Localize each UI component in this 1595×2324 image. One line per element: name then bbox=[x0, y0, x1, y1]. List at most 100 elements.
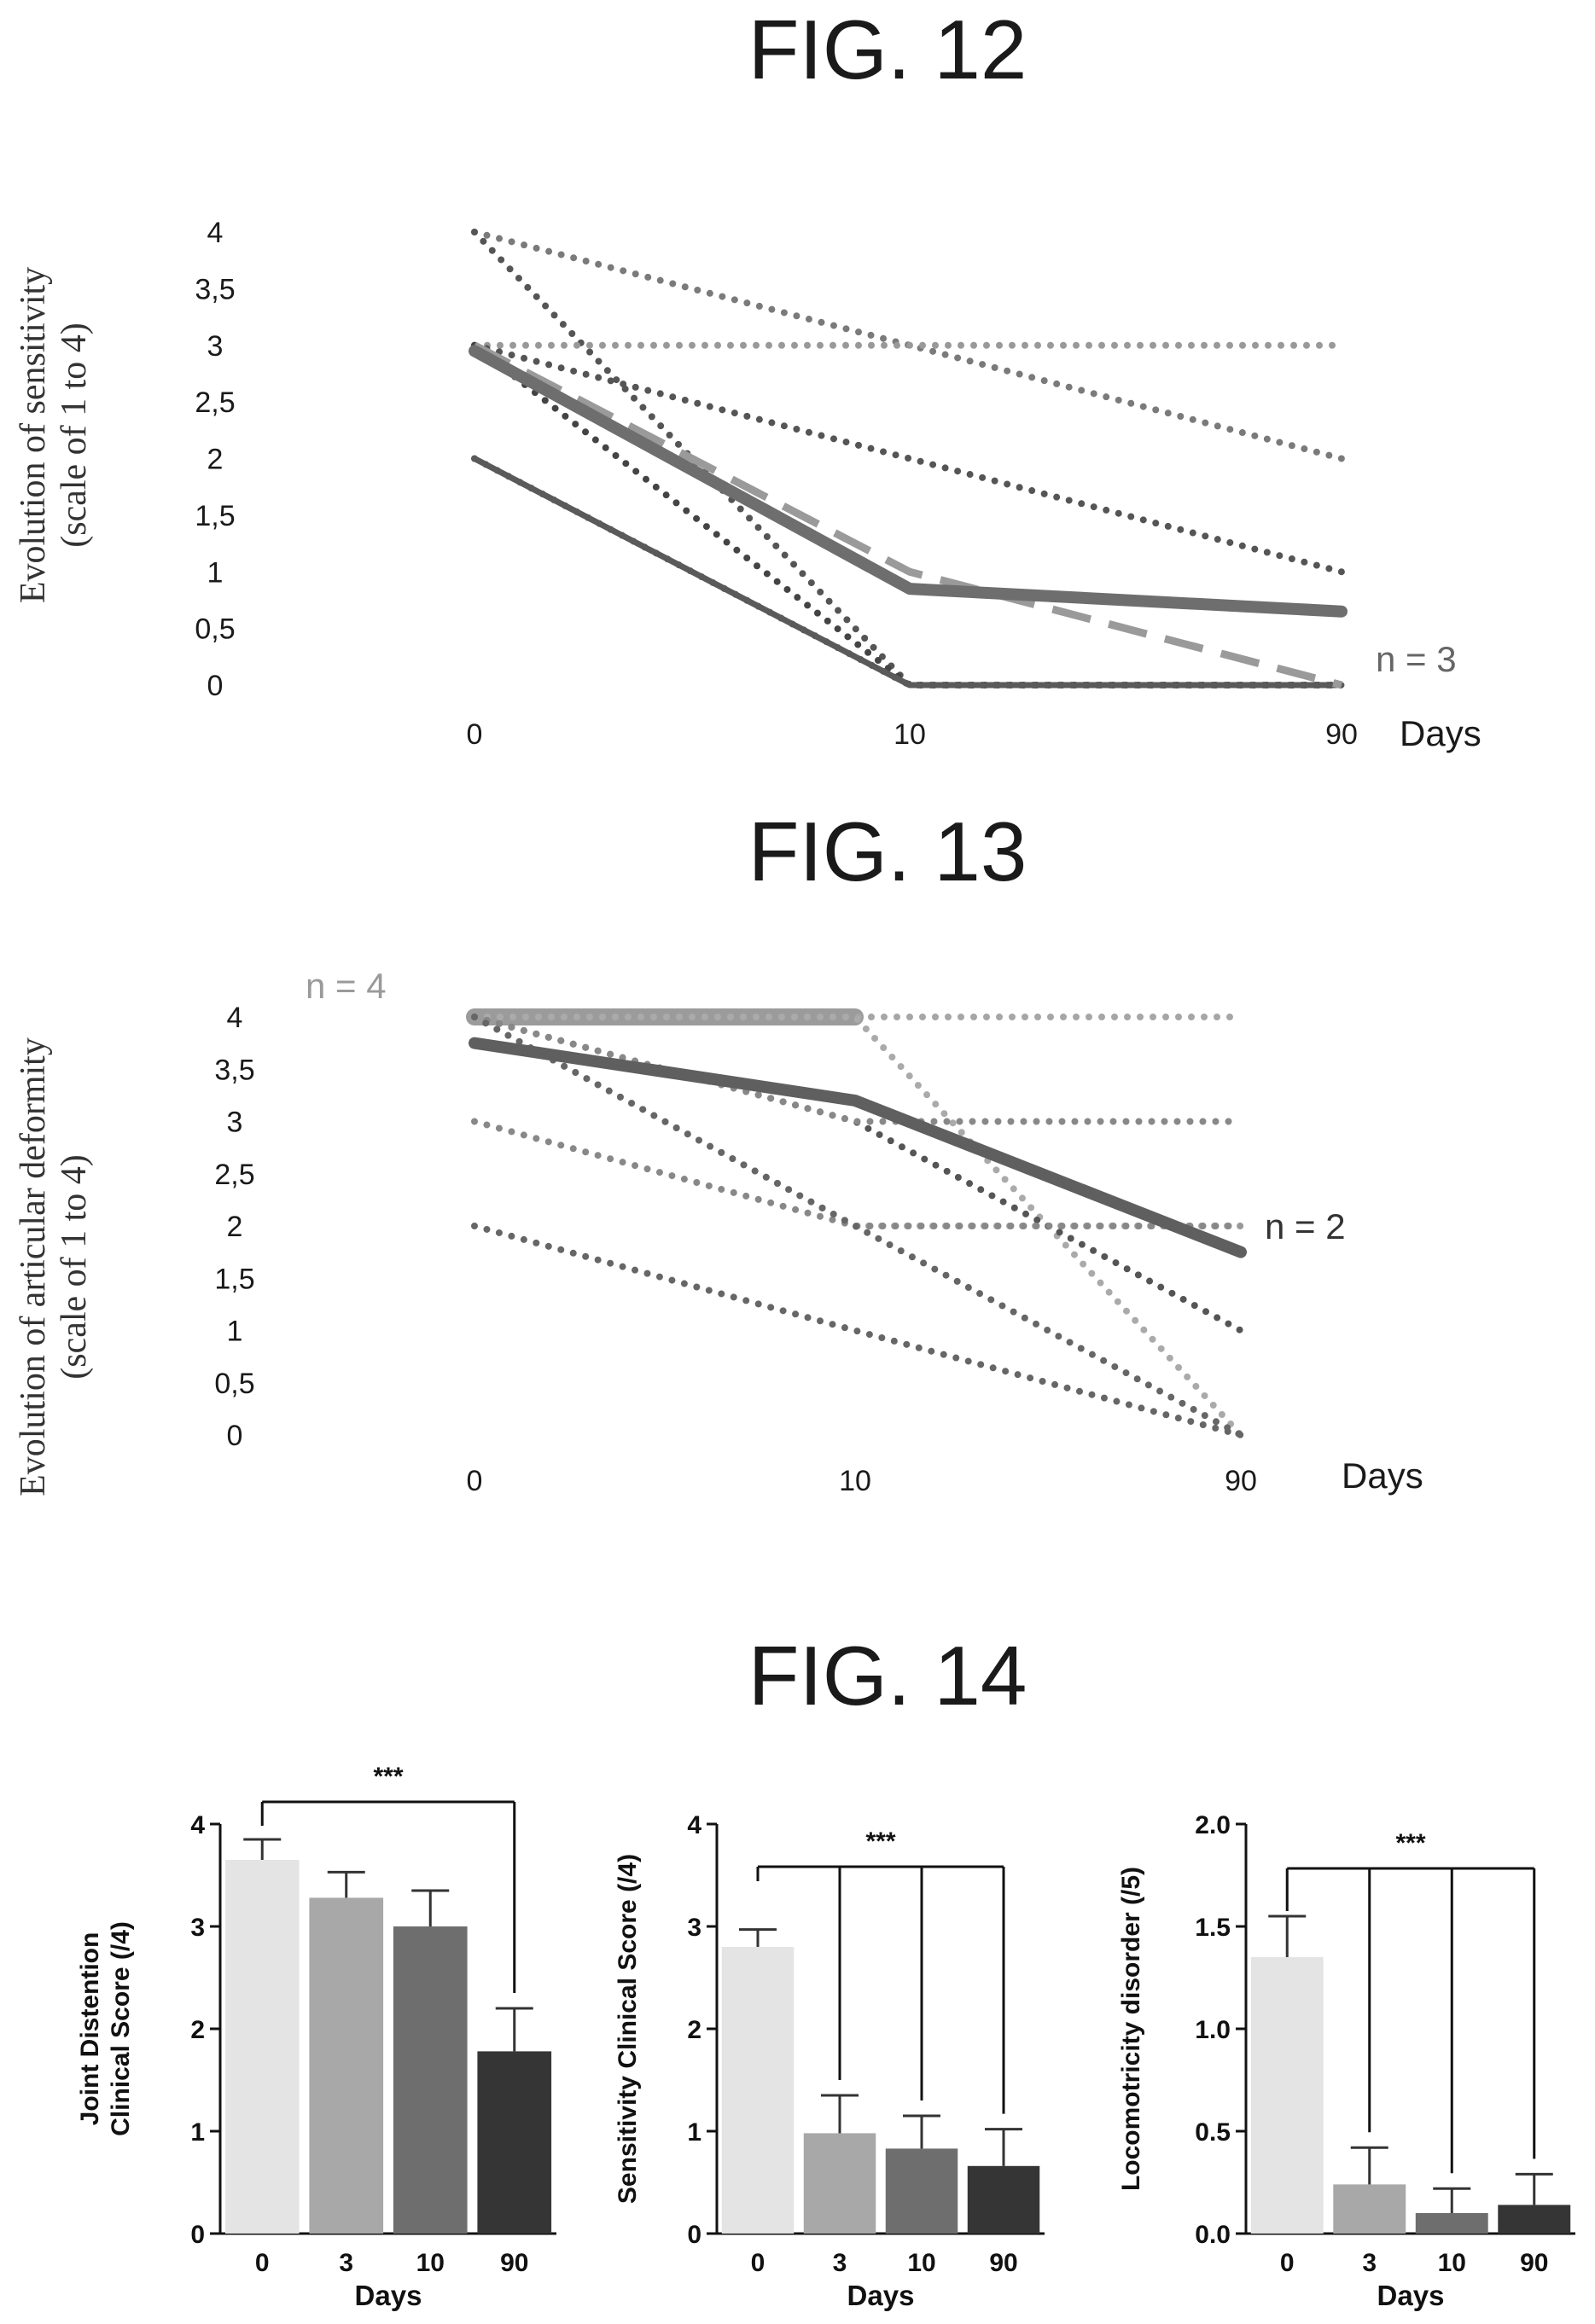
annotation-label: n = 2 bbox=[1265, 1206, 1346, 1246]
y-axis-label: (scale of 1 to 4) bbox=[55, 322, 94, 548]
x-tick-label: 90 bbox=[1520, 2249, 1548, 2277]
y-tick-label: 0,5 bbox=[214, 1368, 254, 1400]
x-tick-label: 90 bbox=[989, 2249, 1017, 2277]
y-tick-label: 0 bbox=[190, 2221, 205, 2249]
y-axis-label: Clinical Score (/4) bbox=[107, 1921, 135, 2136]
y-tick-label: 4 bbox=[190, 1811, 205, 1839]
y-tick-label: 4 bbox=[227, 1002, 243, 1034]
x-tick-label: 0 bbox=[1280, 2249, 1295, 2277]
x-tick-label: 0 bbox=[751, 2249, 765, 2277]
y-tick-label: 1 bbox=[190, 2118, 205, 2147]
x-tick-label: 10 bbox=[839, 1465, 871, 1497]
y-axis-label: Joint Distention bbox=[76, 1932, 104, 2126]
annotation-label: n = 4 bbox=[306, 966, 387, 1006]
y-tick-label: 3,5 bbox=[214, 1054, 254, 1086]
bar bbox=[309, 1897, 384, 2234]
x-tick-label: 0 bbox=[255, 2249, 270, 2277]
x-tick-label: 0 bbox=[467, 718, 483, 751]
y-tick-label: 2 bbox=[190, 2016, 205, 2044]
series-line bbox=[471, 341, 1345, 688]
fig-13-line-chart: 0 0,5 1 1,5 2 2,5 3 3,5 4 0 10 90 Days Evolution of a… bbox=[14, 966, 1423, 1497]
series-line bbox=[471, 341, 1345, 576]
x-axis-label: Days bbox=[1400, 713, 1481, 753]
x-tick-label: 90 bbox=[1325, 718, 1358, 751]
significance-marker: *** bbox=[1395, 1829, 1425, 1857]
y-tick-label: 1 bbox=[687, 2118, 701, 2147]
x-tick-label: 10 bbox=[1438, 2249, 1466, 2277]
fig-14-joint-distention-bar-chart: 0 1 2 3 4 0 3 10 90 Days Joint Distention Clinical … bbox=[76, 1763, 556, 2311]
bar bbox=[1415, 2213, 1488, 2234]
fig-13-title: FIG. 13 bbox=[748, 805, 1027, 898]
y-tick-label: 0.5 bbox=[1195, 2118, 1231, 2147]
fig-14-locomotricity-bar-chart: 0.0 0.5 1.0 1.5 2.0 0 3 10 90 Days Locomotricity d… bbox=[1117, 1811, 1575, 2311]
y-axis-label: Locomotricity disorder (/5) bbox=[1117, 1867, 1145, 2191]
y-axis-label: Evolution of sensitivity bbox=[14, 267, 53, 603]
series-line bbox=[471, 1014, 1244, 1125]
x-tick-label: 3 bbox=[833, 2249, 847, 2277]
y-tick-label: 2,5 bbox=[195, 386, 235, 419]
annotation-label: n = 3 bbox=[1376, 639, 1457, 679]
series-line bbox=[472, 341, 1343, 689]
series-line bbox=[471, 456, 1345, 688]
bar bbox=[1498, 2205, 1571, 2234]
x-axis-label: Days bbox=[1342, 1455, 1423, 1496]
y-tick-label: 4 bbox=[207, 217, 224, 249]
bar bbox=[803, 2133, 876, 2234]
significance-marker: *** bbox=[865, 1827, 895, 1856]
y-tick-label: 0,5 bbox=[195, 613, 235, 646]
x-tick-label: 10 bbox=[894, 718, 926, 751]
y-tick-label: 2.0 bbox=[1195, 1811, 1231, 1839]
y-tick-label: 0 bbox=[687, 2221, 701, 2249]
y-tick-label: 1.5 bbox=[1195, 1914, 1231, 1942]
x-tick-label: 10 bbox=[416, 2249, 445, 2277]
bar bbox=[393, 1926, 468, 2234]
bar bbox=[1250, 1957, 1324, 2234]
y-tick-label: 3 bbox=[687, 1914, 701, 1942]
y-axis-label: Evolution of articular deformity bbox=[14, 1037, 53, 1496]
series-line bbox=[471, 1014, 1244, 1438]
bar bbox=[1333, 2184, 1406, 2234]
y-tick-label: 3 bbox=[190, 1914, 205, 1942]
bar bbox=[721, 1947, 795, 2234]
x-tick-label: 3 bbox=[339, 2249, 353, 2277]
fig-12-line-chart: 0 0,5 1 1,5 2 2,5 3 3,5 4 0 10 90 Days Evolution of s… bbox=[14, 217, 1481, 753]
series-line bbox=[471, 1014, 1244, 1438]
fig-14-sensitivity-bar-chart: 0 1 2 3 4 0 3 10 90 Days Sensitivity Clinical Scor… bbox=[614, 1811, 1045, 2311]
y-tick-label: 1,5 bbox=[214, 1263, 254, 1295]
x-axis-label: Days bbox=[1377, 2280, 1445, 2311]
y-tick-label: 2,5 bbox=[214, 1159, 254, 1191]
y-tick-label: 0.0 bbox=[1195, 2221, 1231, 2249]
y-tick-label: 4 bbox=[687, 1811, 701, 1839]
y-axis-label: (scale of 1 to 4) bbox=[55, 1154, 94, 1380]
y-tick-label: 1,5 bbox=[195, 500, 235, 532]
fig-12-title: FIG. 12 bbox=[748, 3, 1027, 96]
y-tick-label: 3,5 bbox=[195, 273, 235, 305]
x-axis-label: Days bbox=[355, 2280, 422, 2311]
x-tick-label: 0 bbox=[467, 1465, 483, 1497]
x-tick-label: 90 bbox=[1225, 1465, 1257, 1497]
y-tick-label: 0 bbox=[227, 1420, 243, 1452]
x-axis-label: Days bbox=[847, 2280, 915, 2311]
y-tick-label: 2 bbox=[687, 2016, 701, 2044]
bar bbox=[967, 2165, 1040, 2234]
y-tick-label: 1.0 bbox=[1195, 2016, 1231, 2044]
y-tick-label: 1 bbox=[227, 1316, 243, 1348]
bar bbox=[224, 1860, 300, 2234]
series-line bbox=[469, 1037, 1247, 1258]
series-line bbox=[471, 1223, 1244, 1438]
y-tick-label: 0 bbox=[207, 670, 224, 702]
bar bbox=[885, 2148, 958, 2234]
significance-marker: *** bbox=[373, 1763, 403, 1791]
y-axis-label: Sensitivity Clinical Score (/4) bbox=[614, 1854, 642, 2204]
x-tick-label: 90 bbox=[500, 2249, 528, 2277]
x-tick-label: 3 bbox=[1362, 2249, 1377, 2277]
y-tick-label: 3 bbox=[207, 330, 224, 363]
fig-14-title: FIG. 14 bbox=[748, 1629, 1027, 1723]
x-tick-label: 10 bbox=[907, 2249, 935, 2277]
y-tick-label: 1 bbox=[207, 556, 224, 589]
y-tick-label: 2 bbox=[207, 444, 224, 476]
y-tick-label: 3 bbox=[227, 1107, 243, 1139]
bar bbox=[477, 2051, 552, 2234]
y-tick-label: 2 bbox=[227, 1211, 243, 1243]
